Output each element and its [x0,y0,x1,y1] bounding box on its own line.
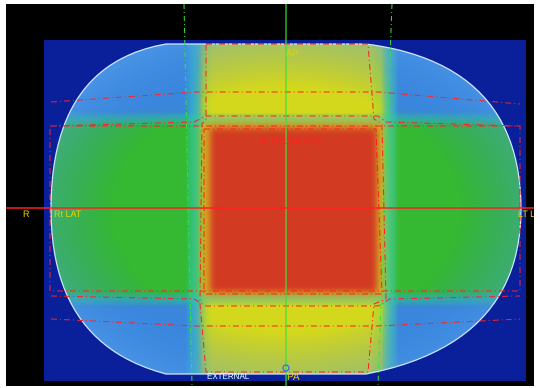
orientation-label-right: R [23,209,30,219]
dose-display-viewport[interactable]: AP PA R LT L Rt LAT EXTERNAL 191.64 cGy [6,4,534,386]
orientation-label-posterior: PA [287,372,300,383]
orientation-label-anterior: AP [286,48,299,58]
dose-distribution-canvas[interactable] [6,4,534,386]
isocenter-marker-icon[interactable] [282,364,290,372]
beam-field-edges [183,4,393,386]
orientation-label-left: LT L [518,209,534,219]
dose-point-crosshair-icon[interactable] [260,137,268,145]
structure-label-external: EXTERNAL [207,372,250,381]
dose-point-value: 191.64 cGy [270,136,322,147]
external-contour[interactable] [50,43,522,375]
field-label-right-lateral: Rt LAT [54,209,82,219]
